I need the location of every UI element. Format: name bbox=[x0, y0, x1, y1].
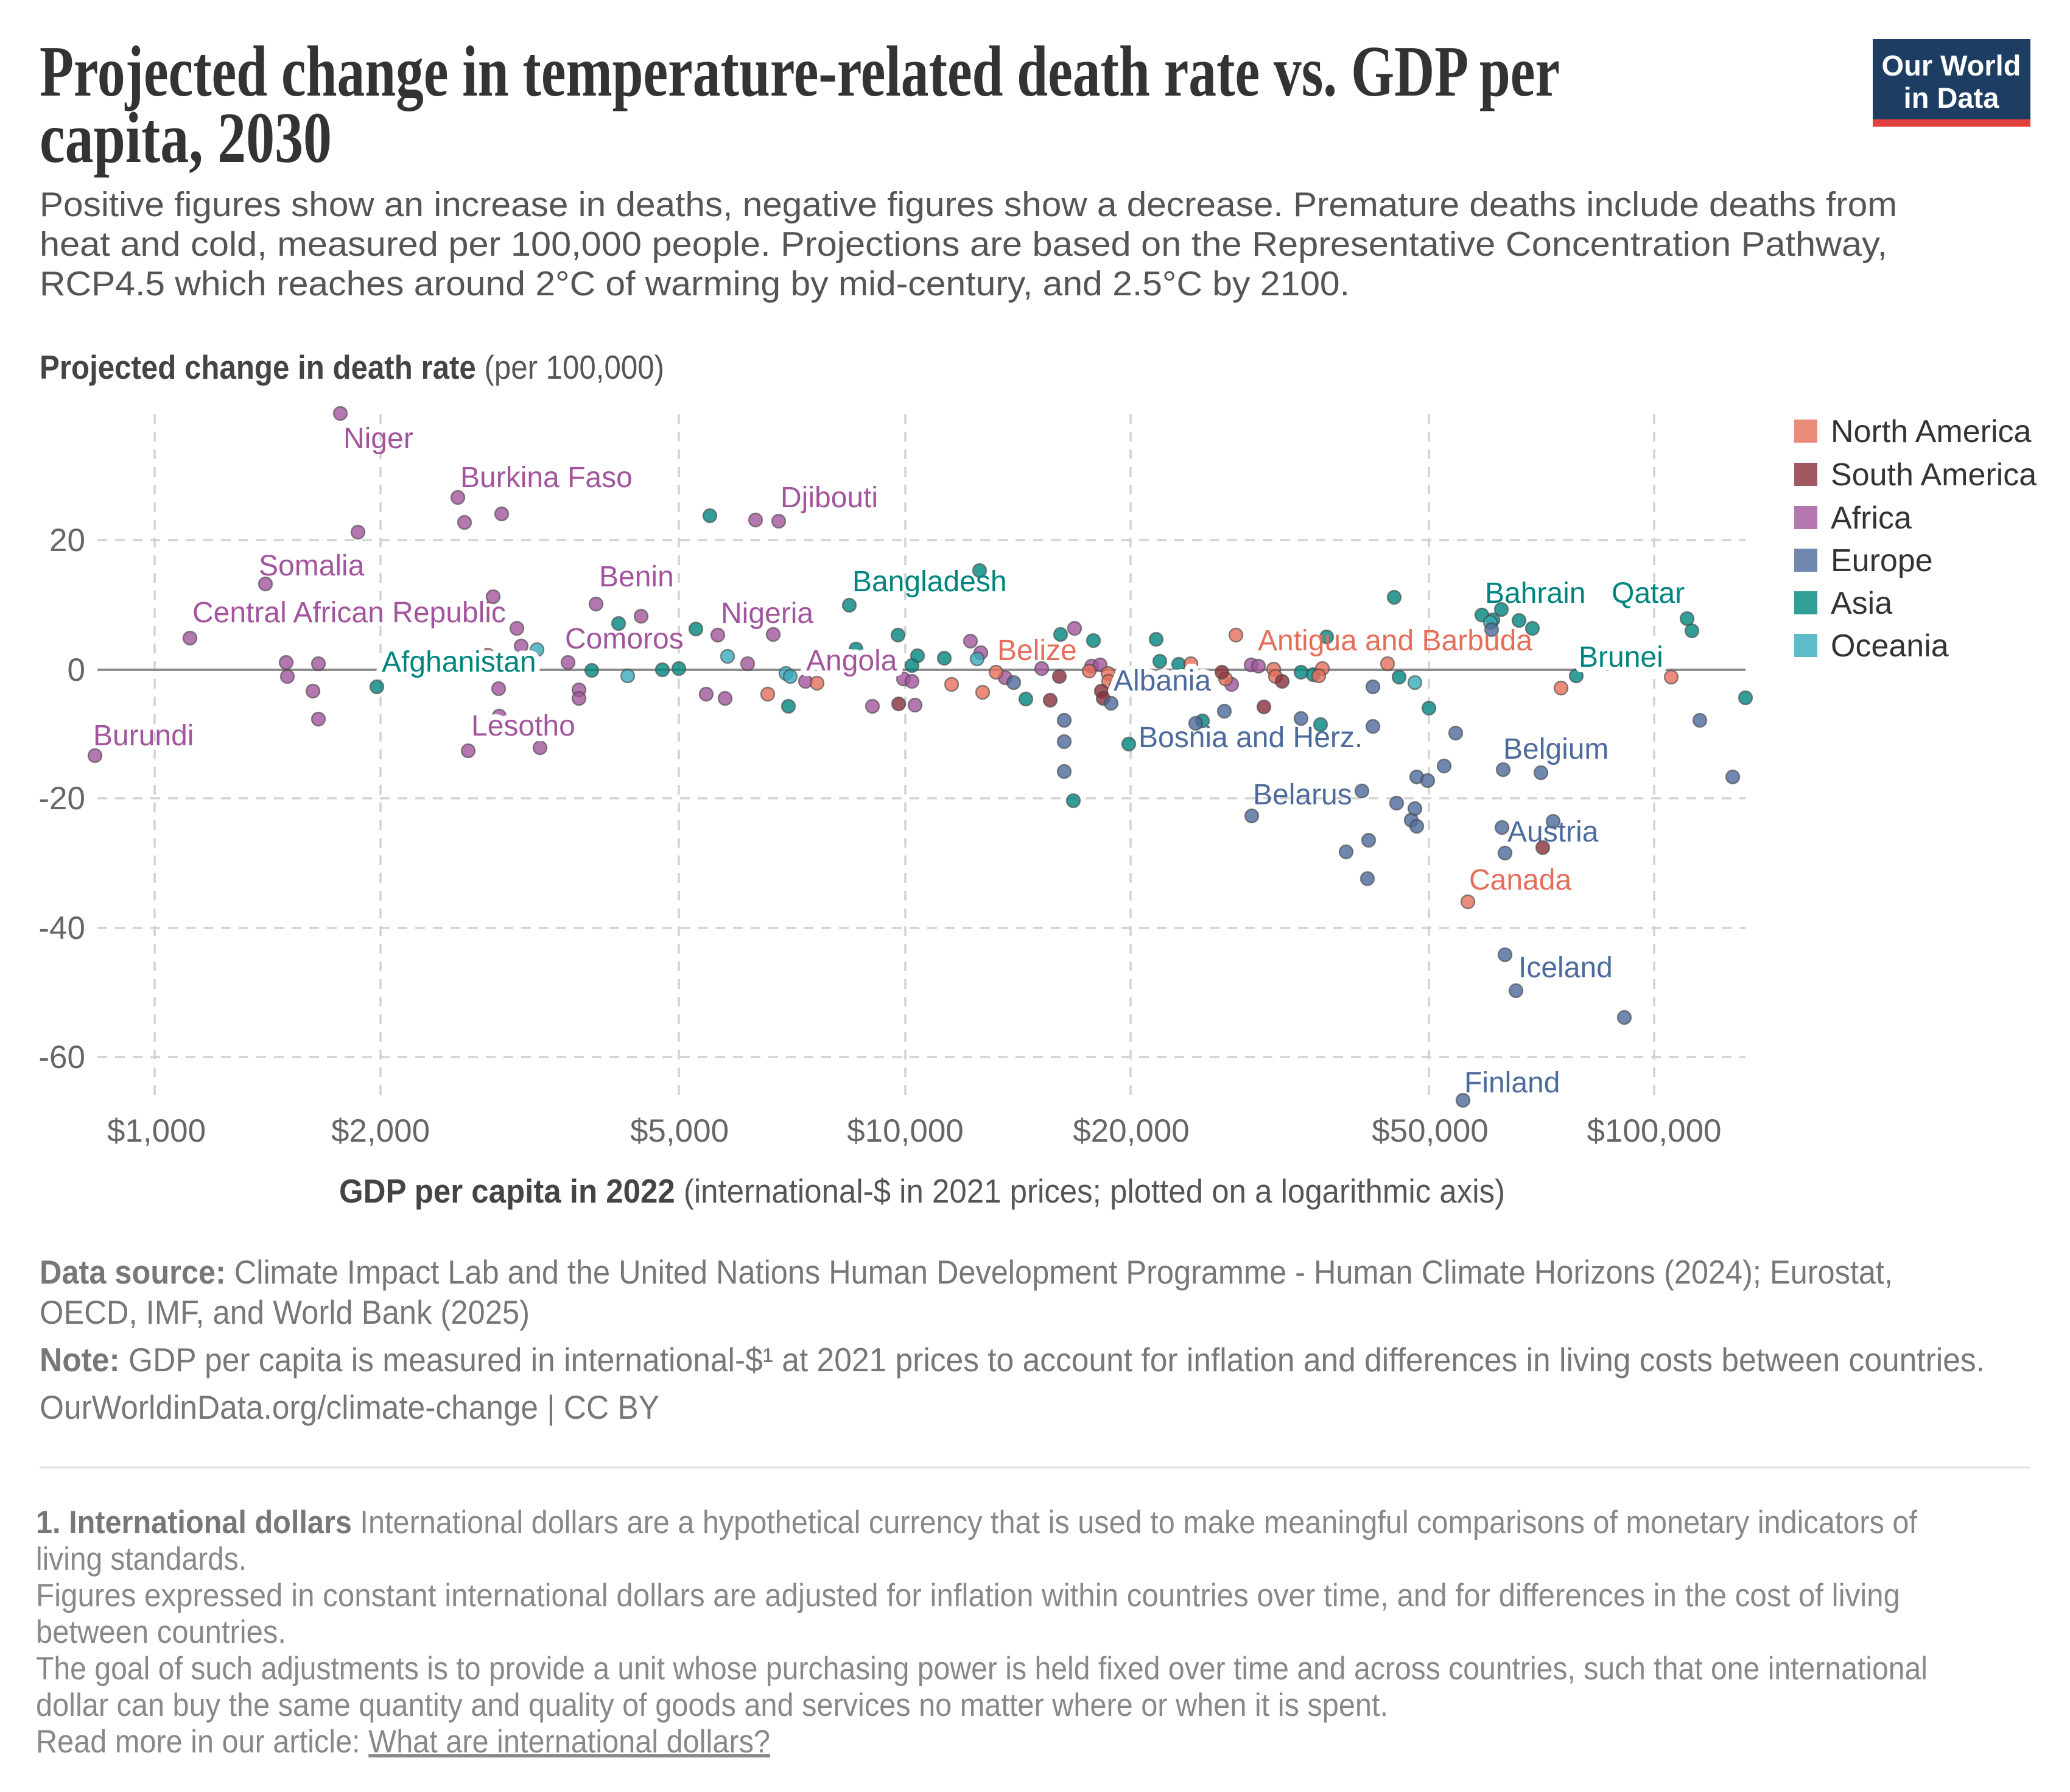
svg-text:between countries.: between countries. bbox=[36, 1614, 286, 1650]
svg-text:Belgium: Belgium bbox=[1503, 733, 1609, 765]
svg-text:Benin: Benin bbox=[599, 561, 674, 593]
svg-text:Austria: Austria bbox=[1507, 816, 1599, 848]
svg-text:GDP per capita in 2022 (intern: GDP per capita in 2022 (international-$ … bbox=[339, 1172, 1505, 1210]
svg-text:$2,000: $2,000 bbox=[331, 1113, 430, 1149]
svg-text:Africa: Africa bbox=[1831, 501, 1912, 536]
svg-text:0: 0 bbox=[68, 652, 85, 688]
svg-text:capita, 2030: capita, 2030 bbox=[40, 97, 332, 178]
svg-text:Afghanistan: Afghanistan bbox=[382, 646, 536, 678]
svg-text:living standards.: living standards. bbox=[36, 1541, 247, 1577]
svg-text:Lesotho: Lesotho bbox=[471, 710, 575, 742]
svg-text:in Data: in Data bbox=[1904, 82, 2000, 114]
svg-text:$1,000: $1,000 bbox=[107, 1113, 206, 1149]
svg-text:Bangladesh: Bangladesh bbox=[852, 566, 1007, 598]
svg-text:OurWorldinData.org/climate-cha: OurWorldinData.org/climate-change | CC B… bbox=[40, 1388, 659, 1426]
svg-text:Bahrain: Bahrain bbox=[1485, 577, 1585, 610]
svg-text:North America: North America bbox=[1831, 414, 2032, 449]
svg-text:Figures expressed in constant: Figures expressed in constant internatio… bbox=[36, 1578, 1900, 1614]
svg-text:$50,000: $50,000 bbox=[1372, 1113, 1489, 1149]
svg-text:$5,000: $5,000 bbox=[630, 1113, 729, 1149]
svg-text:Comoros: Comoros bbox=[565, 623, 684, 655]
svg-text:20: 20 bbox=[49, 522, 85, 558]
svg-text:-60: -60 bbox=[38, 1039, 85, 1075]
svg-text:Read more in our article: What: Read more in our article: What are inter… bbox=[36, 1724, 770, 1760]
svg-text:Projected change in temperatur: Projected change in temperature-related … bbox=[40, 31, 1560, 111]
svg-text:Nigeria: Nigeria bbox=[721, 597, 813, 630]
svg-text:Canada: Canada bbox=[1469, 864, 1571, 896]
svg-text:Djibouti: Djibouti bbox=[781, 482, 878, 514]
svg-text:Antigua and Barbuda: Antigua and Barbuda bbox=[1258, 625, 1532, 657]
svg-text:Note: GDP per capita is measur: Note: GDP per capita is measured in inte… bbox=[40, 1341, 1985, 1379]
svg-text:Angola: Angola bbox=[806, 645, 897, 677]
svg-text:Belize: Belize bbox=[997, 634, 1077, 667]
svg-text:South America: South America bbox=[1831, 457, 2037, 493]
svg-text:Asia: Asia bbox=[1831, 586, 1892, 621]
svg-text:Our World: Our World bbox=[1882, 49, 2021, 82]
svg-text:heat and cold, measured per 10: heat and cold, measured per 100,000 peop… bbox=[40, 225, 1887, 264]
svg-text:Qatar: Qatar bbox=[1612, 577, 1685, 610]
svg-text:dollar can buy the same quanti: dollar can buy the same quantity and qua… bbox=[36, 1687, 1388, 1723]
svg-text:Bosnia and Herz.: Bosnia and Herz. bbox=[1138, 722, 1363, 754]
svg-text:Albania: Albania bbox=[1114, 665, 1211, 697]
svg-text:Positive figures show an incre: Positive figures show an increase in dea… bbox=[40, 185, 1897, 224]
svg-text:-20: -20 bbox=[38, 781, 85, 817]
svg-text:Somalia: Somalia bbox=[259, 550, 365, 582]
svg-text:1. International dollars Inter: 1. International dollars International d… bbox=[36, 1505, 1917, 1541]
svg-text:Belarus: Belarus bbox=[1253, 779, 1352, 811]
svg-text:Oceania: Oceania bbox=[1831, 628, 1949, 664]
svg-text:Iceland: Iceland bbox=[1518, 952, 1613, 984]
svg-text:Brunei: Brunei bbox=[1579, 641, 1663, 673]
svg-text:RCP4.5 which reaches around 2°: RCP4.5 which reaches around 2°C of warmi… bbox=[40, 264, 1350, 303]
svg-text:Niger: Niger bbox=[343, 423, 413, 455]
svg-text:OECD, IMF, and World Bank (202: OECD, IMF, and World Bank (2025) bbox=[40, 1293, 530, 1331]
svg-text:Projected change in death rate: Projected change in death rate (per 100,… bbox=[40, 348, 664, 386]
svg-text:$10,000: $10,000 bbox=[847, 1113, 964, 1149]
svg-text:-40: -40 bbox=[38, 910, 85, 946]
svg-text:$20,000: $20,000 bbox=[1073, 1113, 1190, 1149]
svg-text:Finland: Finland bbox=[1464, 1067, 1560, 1099]
svg-text:Central African Republic: Central African Republic bbox=[192, 597, 506, 629]
svg-text:$100,000: $100,000 bbox=[1587, 1113, 1721, 1149]
svg-text:Burundi: Burundi bbox=[93, 720, 194, 752]
svg-text:The goal of such adjustments i: The goal of such adjustments is to provi… bbox=[36, 1651, 1928, 1687]
svg-text:Europe: Europe bbox=[1831, 543, 1933, 578]
svg-text:Burkina Faso: Burkina Faso bbox=[460, 462, 633, 494]
svg-text:Data source: Climate Impact La: Data source: Climate Impact Lab and the … bbox=[40, 1253, 1893, 1291]
